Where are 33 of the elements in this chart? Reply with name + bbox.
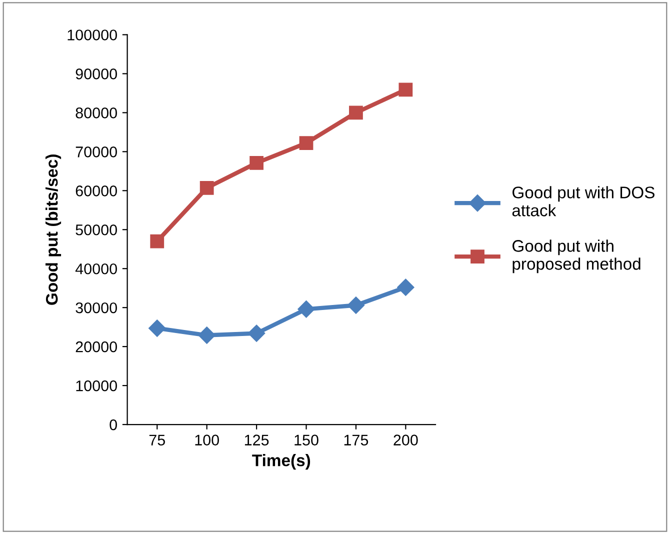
point	[250, 156, 264, 170]
y-axis-title: Good put (bits/sec)	[46, 154, 62, 305]
x-tick-label: 100	[195, 434, 219, 446]
point	[198, 326, 216, 344]
x-tick-label: 150	[294, 434, 318, 446]
point	[148, 320, 166, 337]
y-tick-label: 20000	[76, 341, 117, 352]
x-tick-label: 75	[149, 434, 165, 446]
legend-label: Good put with proposed method	[512, 240, 640, 274]
y-tick-label: 80000	[76, 108, 117, 118]
y-tick-label: 0	[110, 419, 117, 430]
point	[347, 296, 365, 314]
point	[298, 300, 315, 318]
point	[299, 136, 314, 150]
y-tick-label: 70000	[76, 146, 117, 158]
y-tick-label: 60000	[76, 186, 117, 196]
y-tick-label: 50000	[76, 224, 117, 236]
point	[248, 324, 266, 342]
x-tick-label: 175	[344, 434, 368, 446]
y-tick-label: 30000	[76, 302, 117, 314]
y-tick-label: 100000	[68, 30, 117, 40]
y-tick-label: 10000	[76, 380, 117, 392]
point	[150, 234, 164, 248]
x-axis-title: Time(s)	[252, 454, 310, 470]
y-tick-label: 40000	[75, 263, 117, 274]
point	[200, 180, 214, 195]
point	[397, 278, 414, 296]
legend-label: Good put with DOS attack	[512, 186, 654, 216]
point	[349, 106, 363, 120]
x-tick-label: 200	[394, 434, 418, 446]
x-tick-label: 125	[244, 434, 269, 446]
y-tick-label: 90000	[76, 68, 117, 80]
point	[398, 82, 413, 97]
